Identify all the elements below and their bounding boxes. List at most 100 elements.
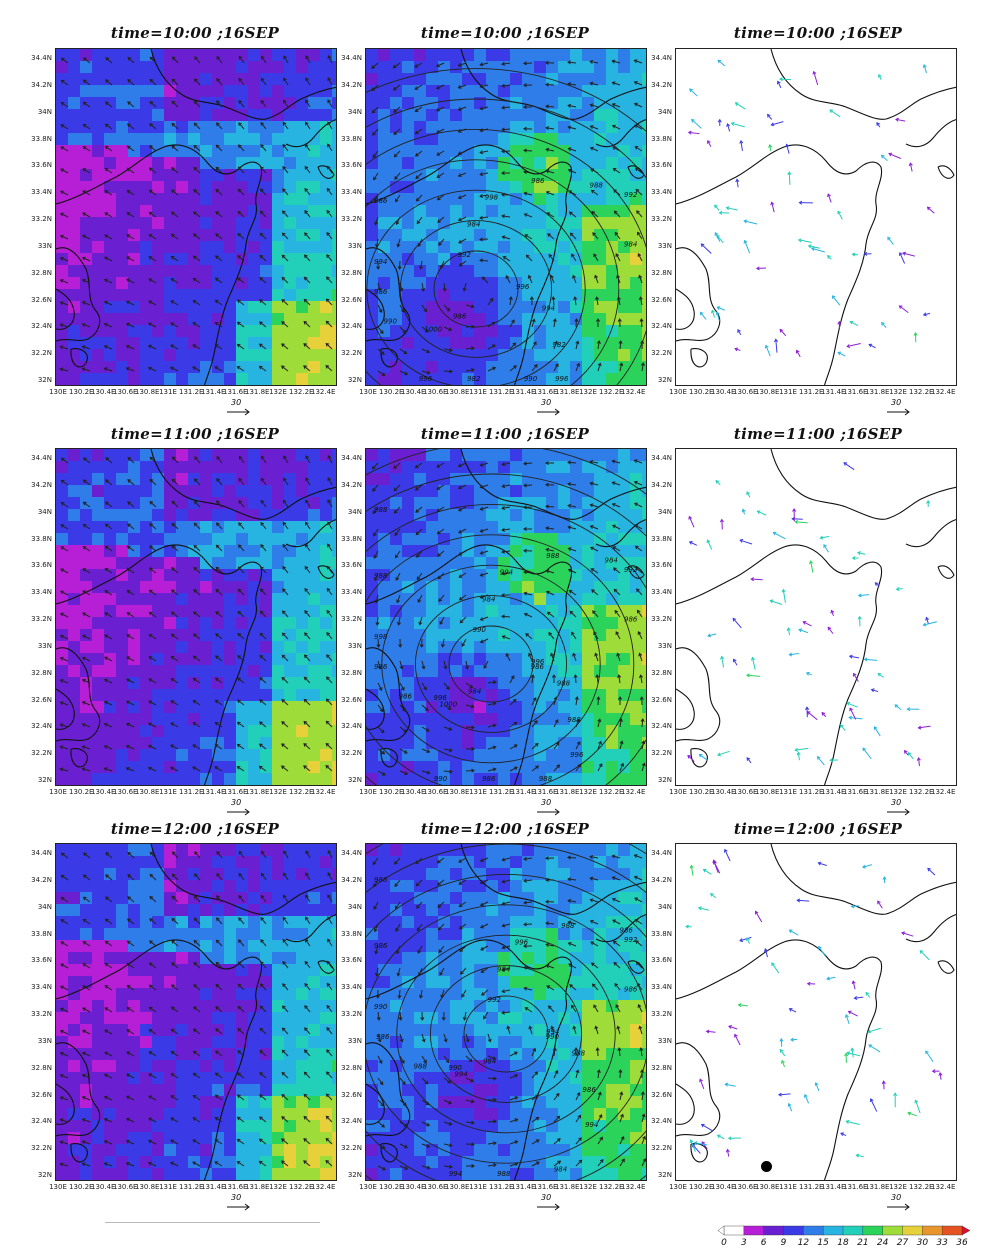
speed-cell <box>546 133 559 146</box>
speed-cell <box>56 713 69 726</box>
speed-cell <box>308 1084 321 1097</box>
speed-cell <box>128 916 141 929</box>
speed-cell <box>272 265 285 278</box>
wind-vector <box>237 210 245 218</box>
speed-cell <box>390 85 403 98</box>
speed-cell <box>296 617 309 630</box>
speed-cell <box>68 665 81 678</box>
wind-vector <box>261 55 267 64</box>
speed-cell <box>474 217 487 230</box>
speed-cell <box>200 157 213 170</box>
speed-cell <box>534 349 547 362</box>
wind-vector <box>60 57 69 64</box>
speed-cell <box>450 593 463 606</box>
speed-cell <box>188 569 201 582</box>
speed-cell <box>308 265 321 278</box>
wind-vector <box>637 253 643 262</box>
speed-cell <box>92 361 105 374</box>
speed-cell <box>402 785 415 786</box>
speed-cell <box>594 868 607 881</box>
speed-cell <box>498 521 511 534</box>
speed-cell <box>152 1132 165 1145</box>
wind-vector <box>465 660 470 670</box>
wind-vector <box>237 166 245 174</box>
speed-cell <box>92 749 105 762</box>
speed-cell <box>462 940 475 953</box>
speed-cell <box>92 557 105 570</box>
speed-cell <box>378 557 391 570</box>
speed-cell <box>462 485 475 498</box>
wind-vector <box>149 545 157 552</box>
speed-cell <box>236 964 249 977</box>
speed-cell <box>630 904 643 917</box>
speed-cell <box>450 497 463 510</box>
speed-cell <box>450 928 463 941</box>
speed-cell <box>558 133 571 146</box>
speed-cell <box>284 473 297 486</box>
speed-cell <box>164 133 177 146</box>
speed-cell <box>116 121 129 134</box>
speed-cell <box>152 545 165 558</box>
speed-cell <box>378 361 391 374</box>
speed-cell <box>510 1000 523 1013</box>
speed-cell <box>284 1108 297 1121</box>
speed-cell <box>582 1000 595 1013</box>
wind-vector <box>148 1006 157 1013</box>
wind-vector <box>443 348 453 353</box>
wind-vector <box>303 1071 311 1079</box>
wind-vector <box>149 940 157 947</box>
wind-vector <box>525 633 533 640</box>
wind-vector <box>373 194 379 203</box>
speed-cell <box>462 665 475 678</box>
speed-cell <box>68 217 81 230</box>
speed-cell <box>128 677 141 690</box>
wind-vector <box>170 1139 179 1145</box>
speed-cell <box>284 1060 297 1073</box>
speed-cell <box>248 145 261 158</box>
speed-cell <box>80 473 93 486</box>
speed-cell <box>462 193 475 206</box>
speed-cell <box>296 868 309 881</box>
speed-cell <box>378 265 391 278</box>
speed-cell <box>320 533 333 546</box>
speed-cell <box>486 952 499 965</box>
speed-cell <box>630 49 643 62</box>
speed-cell <box>390 325 403 338</box>
speed-cell <box>128 337 141 350</box>
speed-cell <box>212 121 225 134</box>
speed-cell <box>522 485 535 498</box>
speed-cell <box>188 892 201 905</box>
speed-cell <box>546 145 559 158</box>
speed-cell <box>642 485 646 498</box>
speed-cell <box>618 169 631 182</box>
speed-cell <box>80 952 93 965</box>
speed-cell <box>390 641 403 654</box>
speed-cell <box>462 509 475 522</box>
speed-cell <box>104 1096 117 1109</box>
speed-cell <box>570 241 583 254</box>
speed-cell <box>212 785 225 786</box>
speed-cell <box>320 952 333 965</box>
speed-cell <box>92 1060 105 1073</box>
speed-cell <box>272 473 285 486</box>
isobar-label: 982 <box>552 341 566 349</box>
speed-cell <box>332 473 336 486</box>
speed-cell <box>128 289 141 302</box>
wind-vector <box>60 457 69 464</box>
wind-vector <box>569 232 577 240</box>
speed-cell <box>462 928 475 941</box>
speed-cell <box>272 988 285 1001</box>
speed-cell <box>450 109 463 122</box>
wind-vector <box>440 638 445 648</box>
speed-cell <box>284 205 297 218</box>
speed-cell <box>224 133 237 146</box>
speed-cell <box>80 928 93 941</box>
speed-cell <box>140 1156 153 1169</box>
speed-cell <box>426 385 439 386</box>
speed-cell <box>414 109 427 122</box>
speed-cell <box>272 521 285 534</box>
wind-vector <box>147 766 157 772</box>
wind-vector <box>60 897 69 903</box>
speed-cell <box>390 952 403 965</box>
speed-cell <box>188 373 201 385</box>
